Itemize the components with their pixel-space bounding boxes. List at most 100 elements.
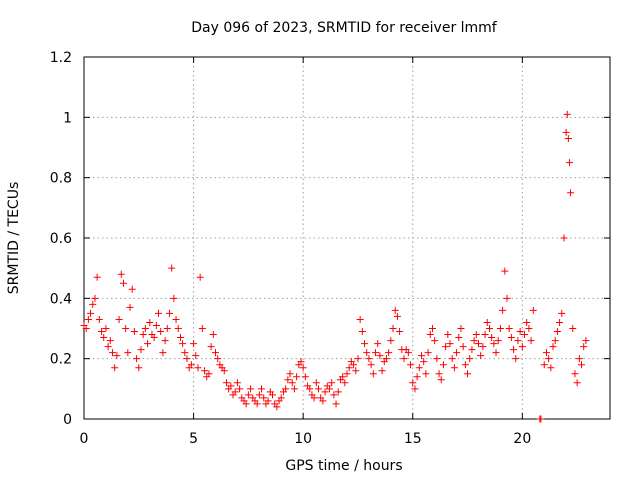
- data-point: [137, 346, 145, 354]
- data-point: [464, 370, 472, 378]
- data-point: [575, 355, 583, 363]
- data-point: [212, 349, 219, 357]
- data-point: [286, 370, 294, 378]
- chart-title: Day 096 of 2023, SRMTID for receiver lmm…: [191, 20, 498, 36]
- data-point: [306, 385, 314, 393]
- data-point: [400, 355, 408, 363]
- x-tick-label: 0: [80, 431, 89, 447]
- data-point: [268, 391, 276, 399]
- data-point: [321, 388, 329, 396]
- data-point: [315, 385, 323, 393]
- data-point: [553, 328, 561, 336]
- data-point: [387, 337, 395, 345]
- data-point: [220, 367, 228, 375]
- data-point: [494, 337, 502, 345]
- data-point: [477, 352, 485, 360]
- data-point: [499, 306, 507, 314]
- data-point: [560, 234, 568, 242]
- data-point: [183, 355, 191, 363]
- data-point: [130, 328, 138, 336]
- data-point: [525, 325, 533, 332]
- data-point: [209, 331, 217, 339]
- data-point: [470, 337, 478, 345]
- data-point: [457, 325, 465, 332]
- data-point: [141, 325, 149, 332]
- data-point: [564, 134, 572, 142]
- data-point: [194, 364, 202, 372]
- data-point: [282, 385, 290, 393]
- data-point: [433, 355, 441, 363]
- data-point: [328, 379, 336, 387]
- data-point: [93, 273, 101, 281]
- data-point: [277, 394, 285, 402]
- data-point: [505, 325, 513, 332]
- data-point: [319, 397, 327, 405]
- data-point: [233, 379, 241, 387]
- x-tick-label: 10: [294, 431, 312, 447]
- data-point: [516, 328, 524, 336]
- data-point: [146, 318, 154, 326]
- data-point: [545, 355, 553, 363]
- data-point: [152, 321, 160, 329]
- data-point: [389, 325, 397, 332]
- data-point: [350, 361, 358, 369]
- data-point: [512, 355, 520, 363]
- y-axis-label: SRMTID / TECUs: [6, 182, 22, 295]
- data-point: [376, 352, 384, 360]
- data-point: [290, 385, 298, 393]
- data-point: [299, 364, 307, 372]
- data-point: [578, 361, 586, 369]
- data-point: [551, 337, 559, 345]
- data-point: [168, 264, 176, 272]
- data-point: [369, 370, 377, 378]
- data-point: [352, 367, 360, 375]
- data-point: [102, 325, 110, 332]
- x-tick-label: 5: [189, 431, 198, 447]
- data-point: [488, 334, 496, 342]
- x-tick-label: 15: [404, 431, 422, 447]
- data-point: [255, 391, 263, 399]
- data-point: [407, 361, 415, 369]
- data-point: [404, 349, 412, 357]
- data-point: [247, 385, 255, 393]
- data-point: [569, 325, 577, 332]
- data-point: [332, 400, 340, 408]
- data-point: [542, 349, 550, 357]
- data-point: [371, 349, 379, 357]
- data-point: [192, 352, 200, 360]
- data-point: [179, 340, 187, 348]
- data-point: [490, 340, 498, 348]
- data-point: [354, 355, 362, 363]
- data-point: [453, 349, 461, 357]
- data-point: [159, 349, 167, 357]
- data-point: [284, 376, 292, 384]
- data-points: [80, 110, 590, 423]
- data-point: [334, 388, 342, 396]
- data-point: [365, 355, 373, 363]
- data-point: [122, 325, 130, 332]
- data-point: [428, 325, 436, 332]
- data-point: [496, 325, 504, 332]
- data-point: [87, 309, 95, 317]
- plot-area-frame: [83, 56, 611, 420]
- data-point: [117, 270, 125, 278]
- y-tick-label: 1: [63, 110, 72, 126]
- data-point: [157, 328, 165, 336]
- data-point: [582, 337, 590, 345]
- data-point: [135, 364, 143, 372]
- data-point: [330, 391, 338, 399]
- data-point: [144, 340, 152, 348]
- data-point: [537, 415, 545, 423]
- data-point: [396, 328, 404, 336]
- data-point: [222, 379, 230, 387]
- data-point: [385, 349, 393, 357]
- data-point: [507, 334, 515, 342]
- data-point: [253, 400, 261, 408]
- data-point: [205, 370, 213, 378]
- data-point: [492, 349, 500, 357]
- data-point: [174, 325, 182, 332]
- data-point: [450, 364, 458, 372]
- data-point: [133, 355, 141, 363]
- data-point: [201, 367, 209, 375]
